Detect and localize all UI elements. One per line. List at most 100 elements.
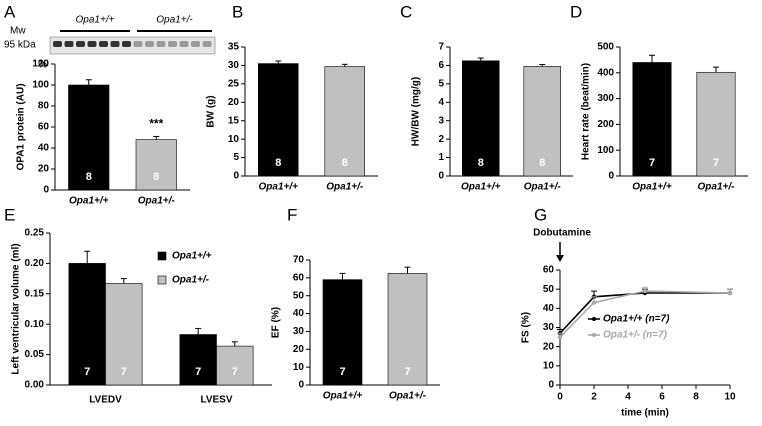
blot-band: [202, 41, 212, 47]
y-tick-label: 0.15: [25, 288, 45, 299]
error-bar: [539, 64, 546, 67]
bar: [322, 279, 363, 386]
y-tick-label: 80: [38, 101, 50, 112]
panel-letter: C: [400, 2, 412, 21]
y-tick-label: 100: [597, 145, 614, 156]
n-label: 8: [153, 171, 159, 183]
y-tick-label: 0.10: [25, 319, 45, 330]
error-bar: [195, 327, 202, 335]
blot-band: [156, 41, 166, 47]
x-tick-label: 4: [625, 392, 631, 403]
y-axis-label: HW/BW (mg/g): [411, 77, 422, 146]
y-tick-label: 10: [543, 360, 555, 371]
y-tick-label: 400: [597, 67, 614, 78]
y-tick-label: 20: [543, 341, 555, 352]
x-tick-label: Opa1+/-: [698, 182, 736, 193]
x-tick-label: 10: [724, 392, 736, 403]
y-tick-label: 500: [597, 42, 614, 53]
error-bar: [120, 278, 127, 284]
bar: [461, 60, 500, 177]
y-tick-label: 0.20: [25, 258, 45, 269]
legend-label: Opa1+/-: [172, 275, 210, 286]
y-tick-label: 0: [438, 171, 444, 182]
group-label: Opa1+/+: [76, 15, 115, 26]
y-tick-label: 300: [597, 93, 614, 104]
bar: [216, 345, 254, 386]
blot-band: [191, 41, 200, 47]
error-bar: [84, 250, 91, 264]
series-line: [559, 290, 731, 338]
legend-marker: [592, 333, 596, 337]
y-tick-label: 20: [228, 97, 240, 108]
bar: [523, 66, 561, 177]
legend-label: Opa1+/+ (n=7): [603, 314, 670, 325]
y-tick-label: 0: [43, 185, 49, 196]
blot-band: [179, 41, 189, 47]
y-tick-label: 100: [32, 80, 49, 91]
y-tick-label: 6: [438, 60, 444, 71]
n-label: 8: [539, 157, 545, 169]
blot-band: [145, 41, 154, 47]
x-tick-label: LVEDV: [89, 395, 122, 406]
n-label: 7: [195, 366, 201, 378]
panel-letter: D: [570, 2, 582, 21]
point: [727, 290, 733, 296]
legend-label: Opa1+/+: [172, 251, 212, 262]
y-tick-label: 0: [298, 380, 304, 391]
panel-letter: G: [534, 205, 547, 224]
legend-swatch: [157, 251, 167, 261]
y-axis-label: Left ventricular volume (ml): [11, 243, 22, 374]
blot-band: [64, 41, 74, 47]
panel-letter: F: [287, 205, 297, 224]
series-line: [559, 292, 730, 334]
x-axis-label: time (min): [621, 408, 669, 419]
y-tick-label: 35: [228, 42, 240, 53]
y-tick-label: 40: [543, 303, 555, 314]
n-label: 7: [404, 366, 410, 378]
bar: [179, 334, 217, 386]
panel-letter: E: [4, 205, 15, 224]
y-tick-label: 40: [293, 308, 305, 319]
n-label: 8: [478, 157, 484, 169]
error-bar: [85, 79, 92, 85]
legend-marker: [592, 317, 596, 321]
n-label: 8: [342, 157, 348, 169]
x-tick-label: Opa1+/-: [326, 182, 364, 193]
x-tick-label: LVESV: [200, 395, 232, 406]
error-bar: [477, 57, 484, 61]
y-tick-label: 20: [38, 164, 50, 175]
x-tick-label: Opa1+/-: [138, 196, 176, 207]
point: [557, 334, 563, 340]
panel-letter: B: [232, 2, 243, 21]
y-tick-label: 50: [543, 284, 555, 295]
legend-label: Opa1+/- (n=7): [603, 330, 668, 341]
mw-label: Mw: [10, 26, 26, 37]
blot-band: [87, 41, 97, 47]
significance: ***: [149, 117, 163, 131]
error-bar: [339, 272, 346, 280]
y-tick-label: 3: [438, 115, 444, 126]
x-tick-label: Opa1+/+: [323, 391, 363, 402]
y-tick-label: 60: [38, 122, 50, 133]
blot-band: [168, 41, 177, 47]
x-tick-label: 8: [693, 392, 699, 403]
x-tick-label: Opa1+/+: [69, 196, 109, 207]
y-tick-label: 20: [293, 344, 305, 355]
y-tick-label: 0: [233, 171, 239, 182]
y-tick-label: 7: [438, 42, 444, 53]
y-tick-label: 120: [32, 59, 49, 70]
y-tick-label: 4: [438, 97, 444, 108]
y-tick-label: 10: [228, 134, 240, 145]
x-tick-label: 0: [557, 392, 563, 403]
blot-band: [110, 41, 120, 47]
y-tick-label: 70: [293, 255, 305, 266]
error-bar: [649, 54, 655, 63]
y-tick-label: 50: [293, 290, 305, 301]
group-label: Opa1+/-: [156, 15, 193, 26]
blot-band: [133, 41, 143, 47]
y-axis-label: Heart rate (beat/min): [581, 63, 592, 160]
y-tick-label: 0: [548, 380, 554, 391]
point: [642, 288, 648, 294]
point: [591, 300, 597, 305]
y-tick-label: 5: [438, 78, 444, 89]
